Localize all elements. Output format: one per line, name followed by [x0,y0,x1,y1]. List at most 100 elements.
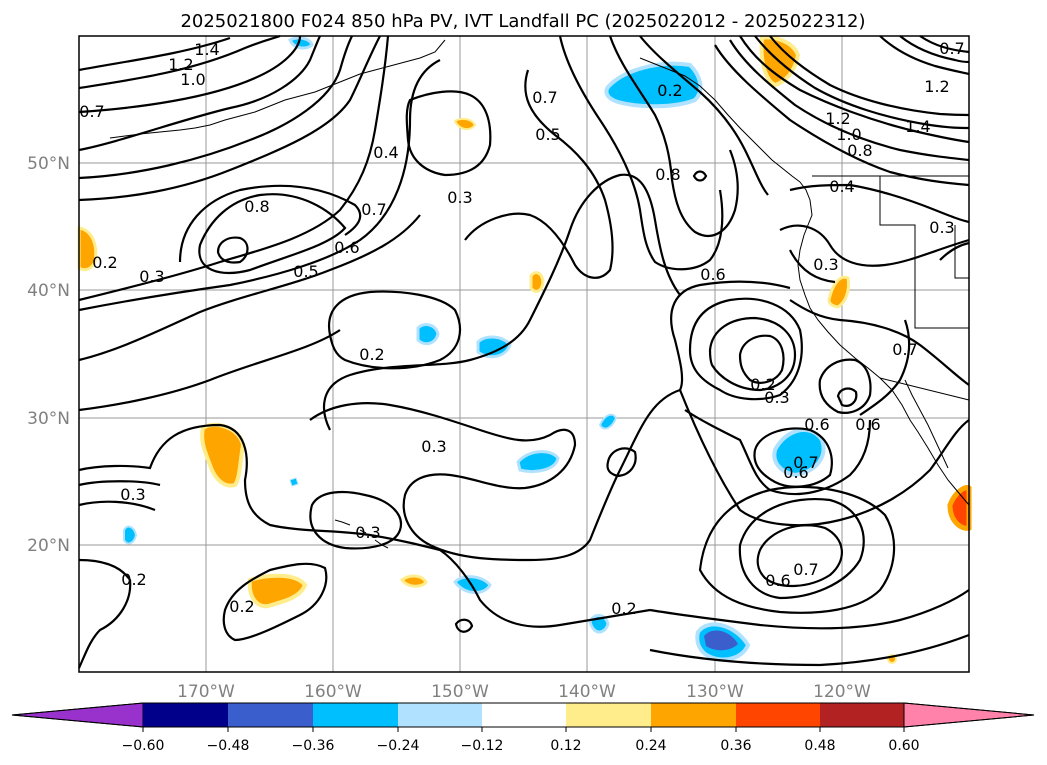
shade-orange-144w [529,271,545,293]
contour-label: 1.0 [180,70,205,89]
colorbar-tick-label: −0.36 [292,738,335,754]
contour-line [754,35,970,130]
contour-line [78,59,441,312]
contour-label: 1.2 [924,77,949,96]
contour-label: 0.7 [939,39,964,58]
colorbar-segment [398,703,482,727]
contour-label: 0.6 [765,571,790,590]
colorbar-tick-label: −0.24 [377,738,420,754]
colorbar-segment [313,703,398,727]
contour-line [738,498,865,600]
contour-label: 0.7 [793,453,818,472]
colorbar-tick-labels: −0.60 −0.48 −0.36 −0.24 −0.12 0.12 0.24 … [122,738,920,754]
colorbar-segment [566,703,651,727]
contour-line [678,389,970,527]
contour-label: 0.2 [229,597,254,616]
contour-label: 0.8 [847,141,872,160]
lat-label-50n: 50°N [27,154,70,174]
lon-label-120w: 120°W [813,682,871,702]
colorbar-extend-high [903,702,1035,728]
contour-label: 0.7 [79,102,104,121]
contour-line [789,249,836,284]
coastline-us-west [797,234,970,506]
shade-cyan-126w [772,428,826,478]
colorbar-tick-label: 0.12 [550,738,581,754]
contour-line [738,334,785,384]
contour-label: 0.2 [611,599,636,618]
shade-orange-west-edge [77,226,98,272]
lat-label-30n: 30°N [27,409,70,429]
map-panel: 1.4 1.2 1.0 0.7 0.4 0.3 0.8 0.7 0.6 0.5 … [77,34,972,673]
contour-line [818,358,872,414]
contour-line [729,39,970,162]
contour-label: 0.7 [361,200,386,219]
contour-line [608,35,739,237]
contour-label: 0.3 [120,485,145,504]
shade-cyan-176w [123,525,138,545]
contour-line [322,173,681,431]
contour-label: 0.7 [532,88,557,107]
contour-line [779,224,970,267]
lon-labels: 170°W 160°W 150°W 140°W 130°W 120°W [177,682,871,702]
contour-line [78,35,321,152]
coastlines [109,39,970,549]
contour-line [836,387,858,407]
shade-orange-165w [247,573,308,609]
contour-line [405,90,492,177]
contour-line [692,170,708,182]
colorbar-tick-label: −0.48 [207,738,250,754]
coastline-hawaii [334,519,389,549]
contour-label: 0.7 [793,560,818,579]
contour-line [216,236,249,264]
contour-line [698,485,896,614]
contour-line [78,35,353,180]
map-background [79,36,969,672]
contour-label: 0.2 [92,253,117,272]
colorbar-tick-label: −0.60 [122,738,165,754]
contour-label: 0.5 [293,262,318,281]
shade-cyan-157w [416,323,440,346]
contour-label: 1.4 [905,117,930,136]
contour-line [78,35,381,202]
contour-line [558,35,724,271]
colorbar-segment [820,703,904,727]
coastline-alaska-south [639,57,801,183]
contour-label: 0.3 [764,388,789,407]
contour-line [78,558,132,669]
contour-label: 0.2 [657,81,682,100]
contour-label: 1.2 [168,55,193,74]
contour-label-group: 1.4 1.2 1.0 0.7 0.4 0.3 0.8 0.7 0.6 0.5 … [79,39,964,618]
colorbar: −0.60 −0.48 −0.36 −0.24 −0.12 0.12 0.24 … [11,702,1035,754]
contour-line [670,280,791,391]
contour-line [78,329,341,412]
colorbar-tick-label: 0.24 [635,738,666,754]
contour-label: 0.3 [355,523,380,542]
contour-label: 0.5 [535,125,560,144]
contour-line [789,183,970,224]
lon-label-140w: 140°W [558,682,616,702]
coastline-aleutians [109,39,446,139]
contour-line [439,549,651,628]
contour-line [879,35,970,76]
contour-line [78,500,156,512]
contour-label: 0.6 [804,415,829,434]
contour-line [78,35,390,302]
contour-line [222,562,328,642]
contour-line [688,297,803,401]
lon-label-130w: 130°W [686,682,744,702]
contour-line [753,427,833,488]
colorbar-tick-label: 0.48 [804,738,835,754]
shade-cyan-139w-b [598,413,618,430]
contour-line [919,35,970,54]
contour-label: 0.2 [359,345,384,364]
contour-label: 0.3 [139,267,164,286]
contour-label: 1.4 [194,40,219,59]
contour-line [178,184,362,263]
border-states [879,176,969,329]
contour-line [78,34,281,90]
contour-label: 0.2 [750,375,775,394]
contour-line [78,480,161,487]
contour-line [606,447,637,478]
lat-label-40n: 40°N [27,281,70,301]
colorbar-tick-label: 0.60 [888,738,919,754]
